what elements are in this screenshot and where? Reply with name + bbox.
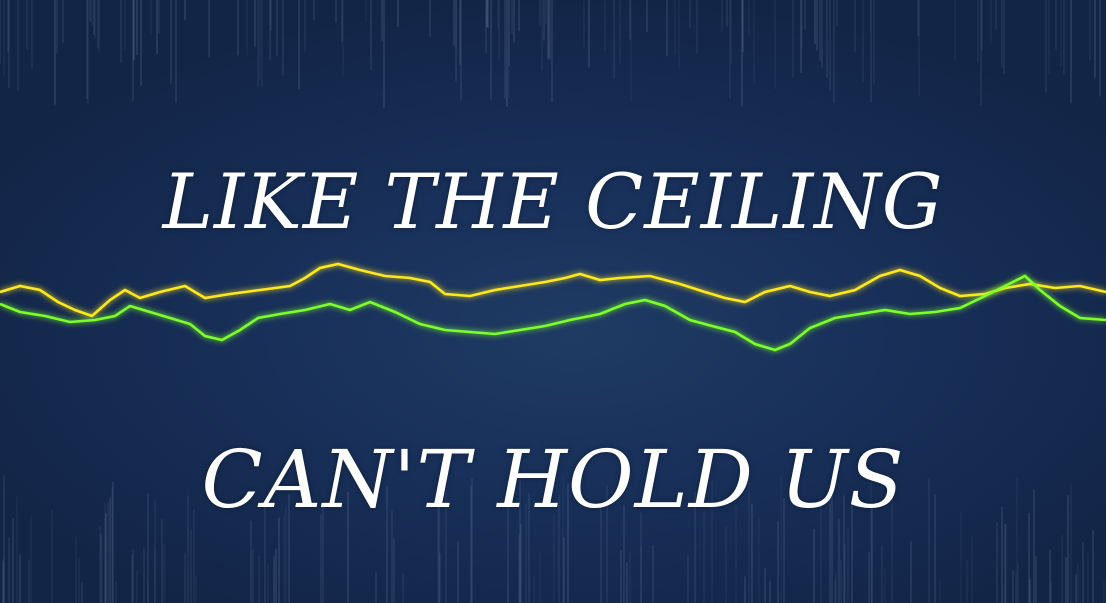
yellow-waveform-line	[0, 262, 1106, 318]
green-waveform-line	[0, 274, 1106, 352]
sound-waveform	[0, 262, 1106, 352]
lyric-line-1: LIKE THE CEILING	[162, 157, 944, 246]
lyric-line-2: CAN'T HOLD US	[201, 433, 905, 526]
